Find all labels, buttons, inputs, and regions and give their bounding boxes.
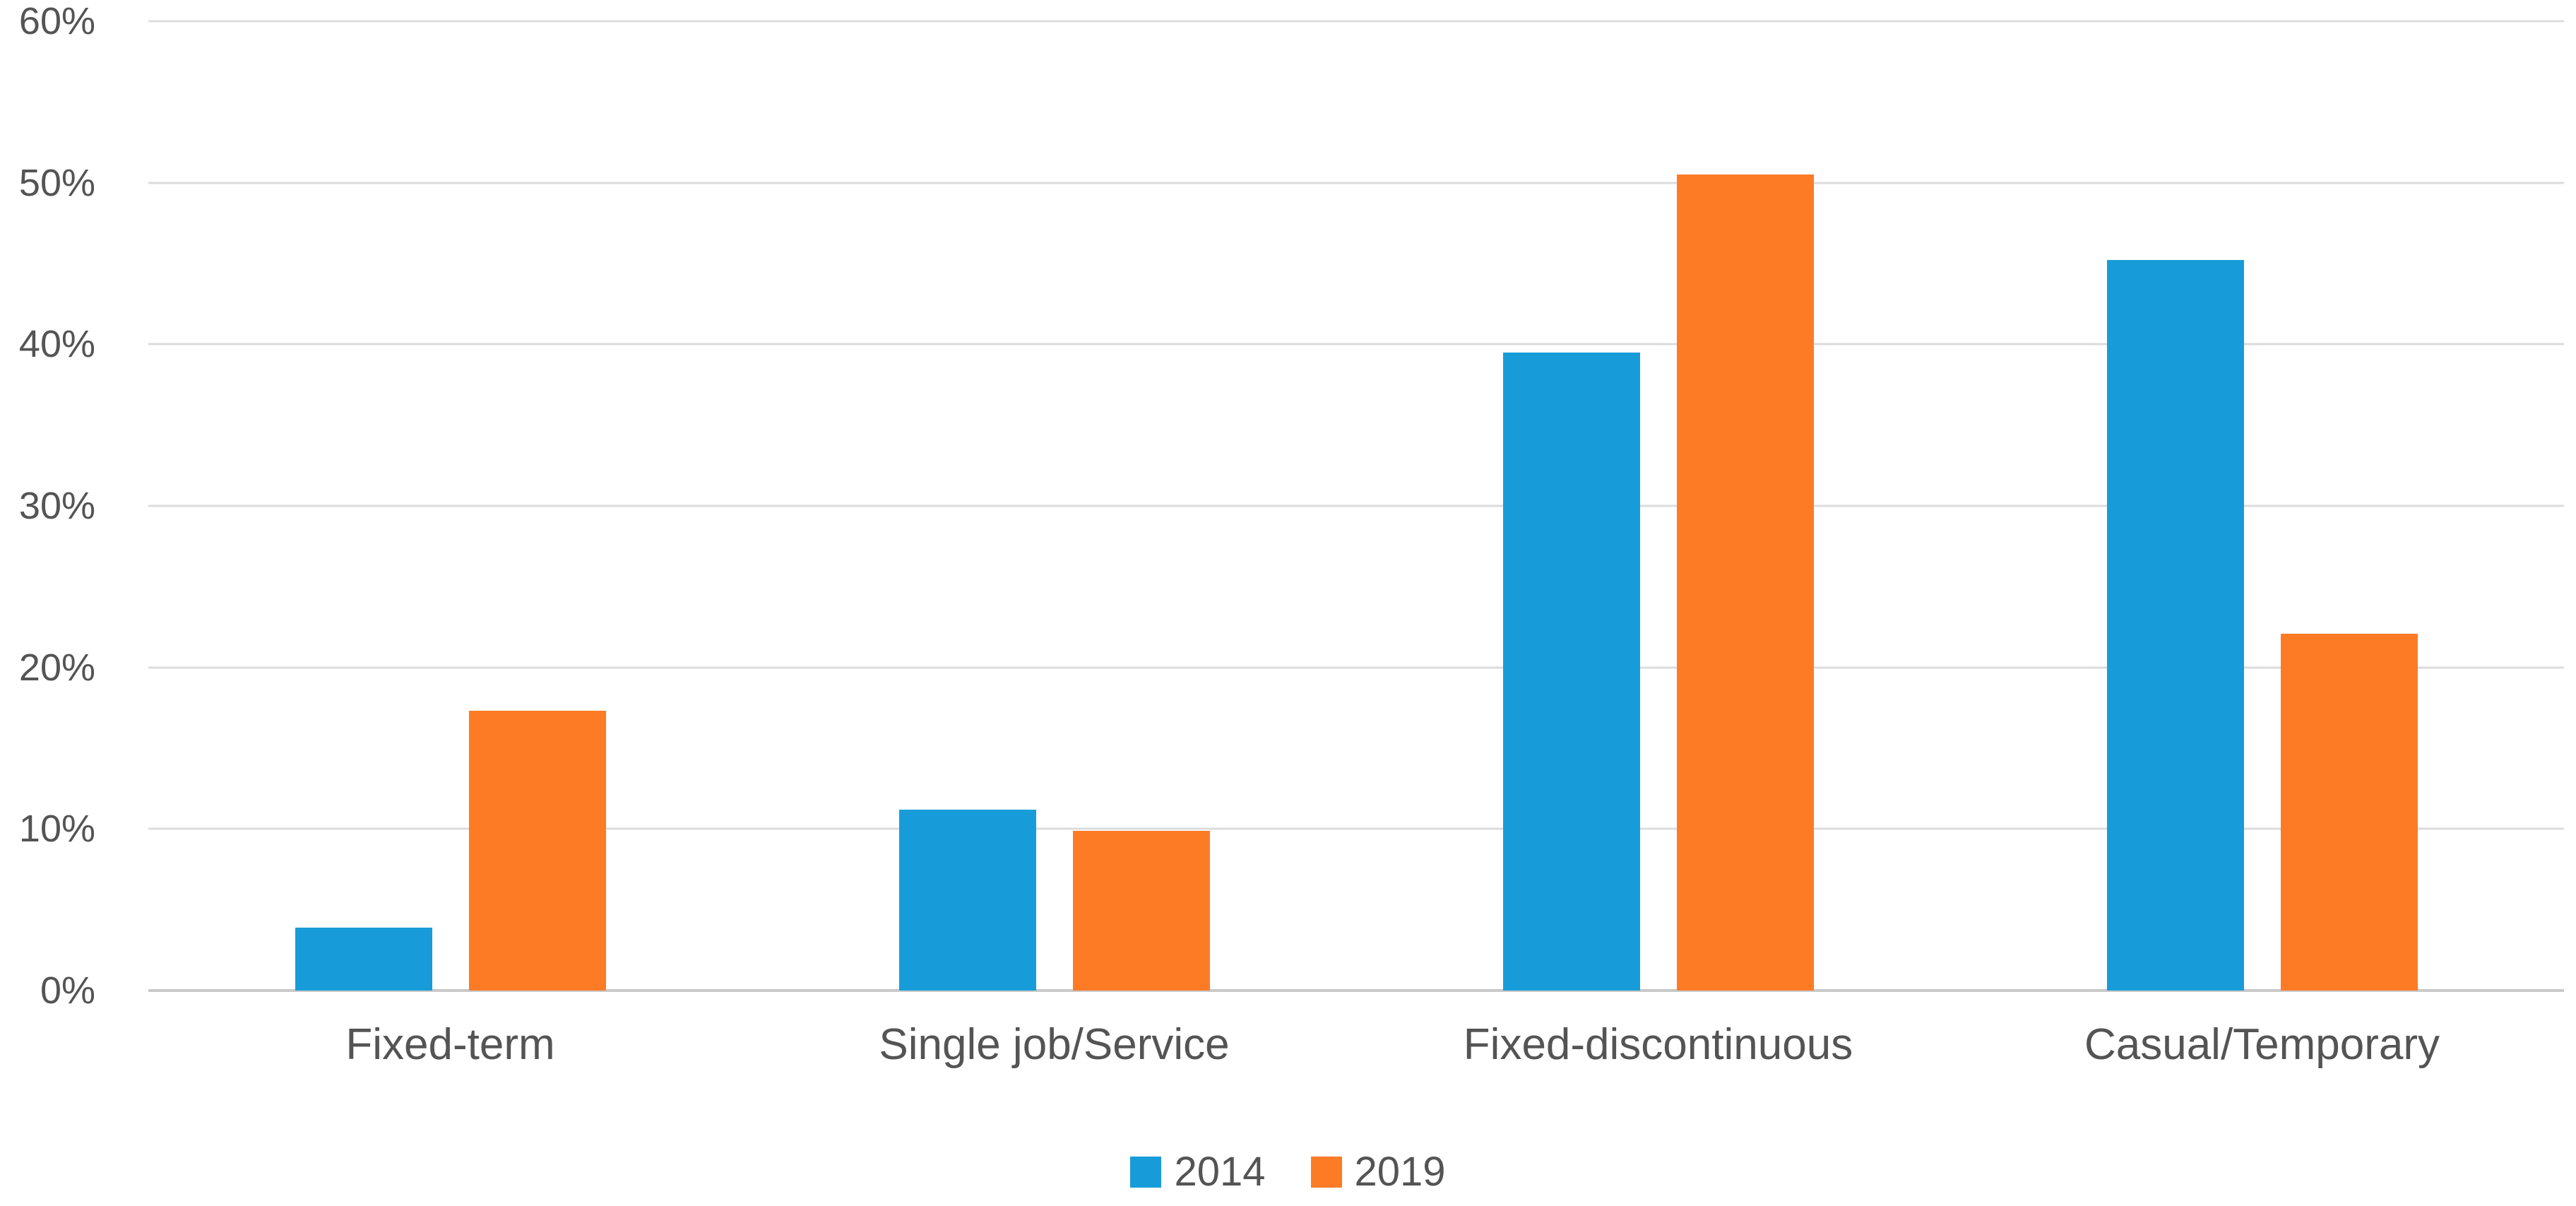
bar-Fixed-discontinuous-2019 — [1676, 175, 1814, 991]
legend-entry-2014: 2014 — [1130, 1149, 1266, 1195]
legend-label-2014: 2014 — [1174, 1149, 1266, 1195]
gridline-60% — [148, 20, 2564, 23]
y-tick-label-40%: 40% — [18, 323, 95, 366]
y-tick-label-60%: 60% — [18, 0, 95, 42]
bar-group-Fixed-term — [148, 21, 752, 991]
legend: 2014 2019 — [0, 1152, 2576, 1193]
bar-Fixed-term-2019 — [468, 711, 606, 991]
category-label-Casual/Temporary: Casual/Temporary — [2084, 1020, 2440, 1069]
bar-group-Fixed-discontinuous — [1356, 21, 1960, 991]
category-label-Single job/Service: Single job/Service — [879, 1020, 1230, 1069]
x-axis-category-labels: Fixed-term Single job/Service Fixed-discon… — [148, 1023, 2564, 1067]
gridline-50% — [148, 182, 2564, 184]
category-label-Fixed-discontinuous: Fixed-discontinuous — [1463, 1020, 1853, 1069]
bar-Casual/Temporary-2014 — [2106, 260, 2244, 991]
bar-groups — [148, 21, 2564, 991]
gridline-10% — [148, 827, 2564, 830]
y-tick-label-50%: 50% — [18, 161, 95, 204]
plot-area — [148, 20, 2564, 992]
y-tick-label-20%: 20% — [18, 646, 95, 689]
bar-Fixed-discontinuous-2014 — [1502, 352, 1640, 991]
y-axis: 0% 10% 20% 30% 40% 50% 60% — [0, 2, 95, 1010]
y-tick-label-30%: 30% — [18, 485, 95, 527]
gridline-20% — [148, 666, 2564, 669]
bar-Fixed-term-2014 — [295, 927, 432, 991]
y-tick-label-10%: 10% — [18, 808, 95, 851]
legend-swatch-2014 — [1130, 1157, 1162, 1188]
legend-label-2019: 2019 — [1354, 1149, 1446, 1195]
bar-Single job/Service-2014 — [898, 809, 1036, 991]
category-label-Fixed-term: Fixed-term — [345, 1020, 555, 1069]
legend-entry-2019: 2019 — [1310, 1149, 1446, 1195]
gridline-30% — [148, 504, 2564, 507]
gridline-40% — [148, 343, 2564, 345]
x-axis-line — [148, 989, 2564, 992]
bar-Single job/Service-2019 — [1072, 830, 1210, 991]
legend-swatch-2019 — [1310, 1157, 1342, 1188]
bar-Casual/Temporary-2019 — [2280, 633, 2418, 991]
bar-group-Single job/Service — [752, 21, 1356, 991]
y-tick-label-0%: 0% — [40, 969, 95, 1012]
bar-group-Casual/Temporary — [1960, 21, 2564, 991]
